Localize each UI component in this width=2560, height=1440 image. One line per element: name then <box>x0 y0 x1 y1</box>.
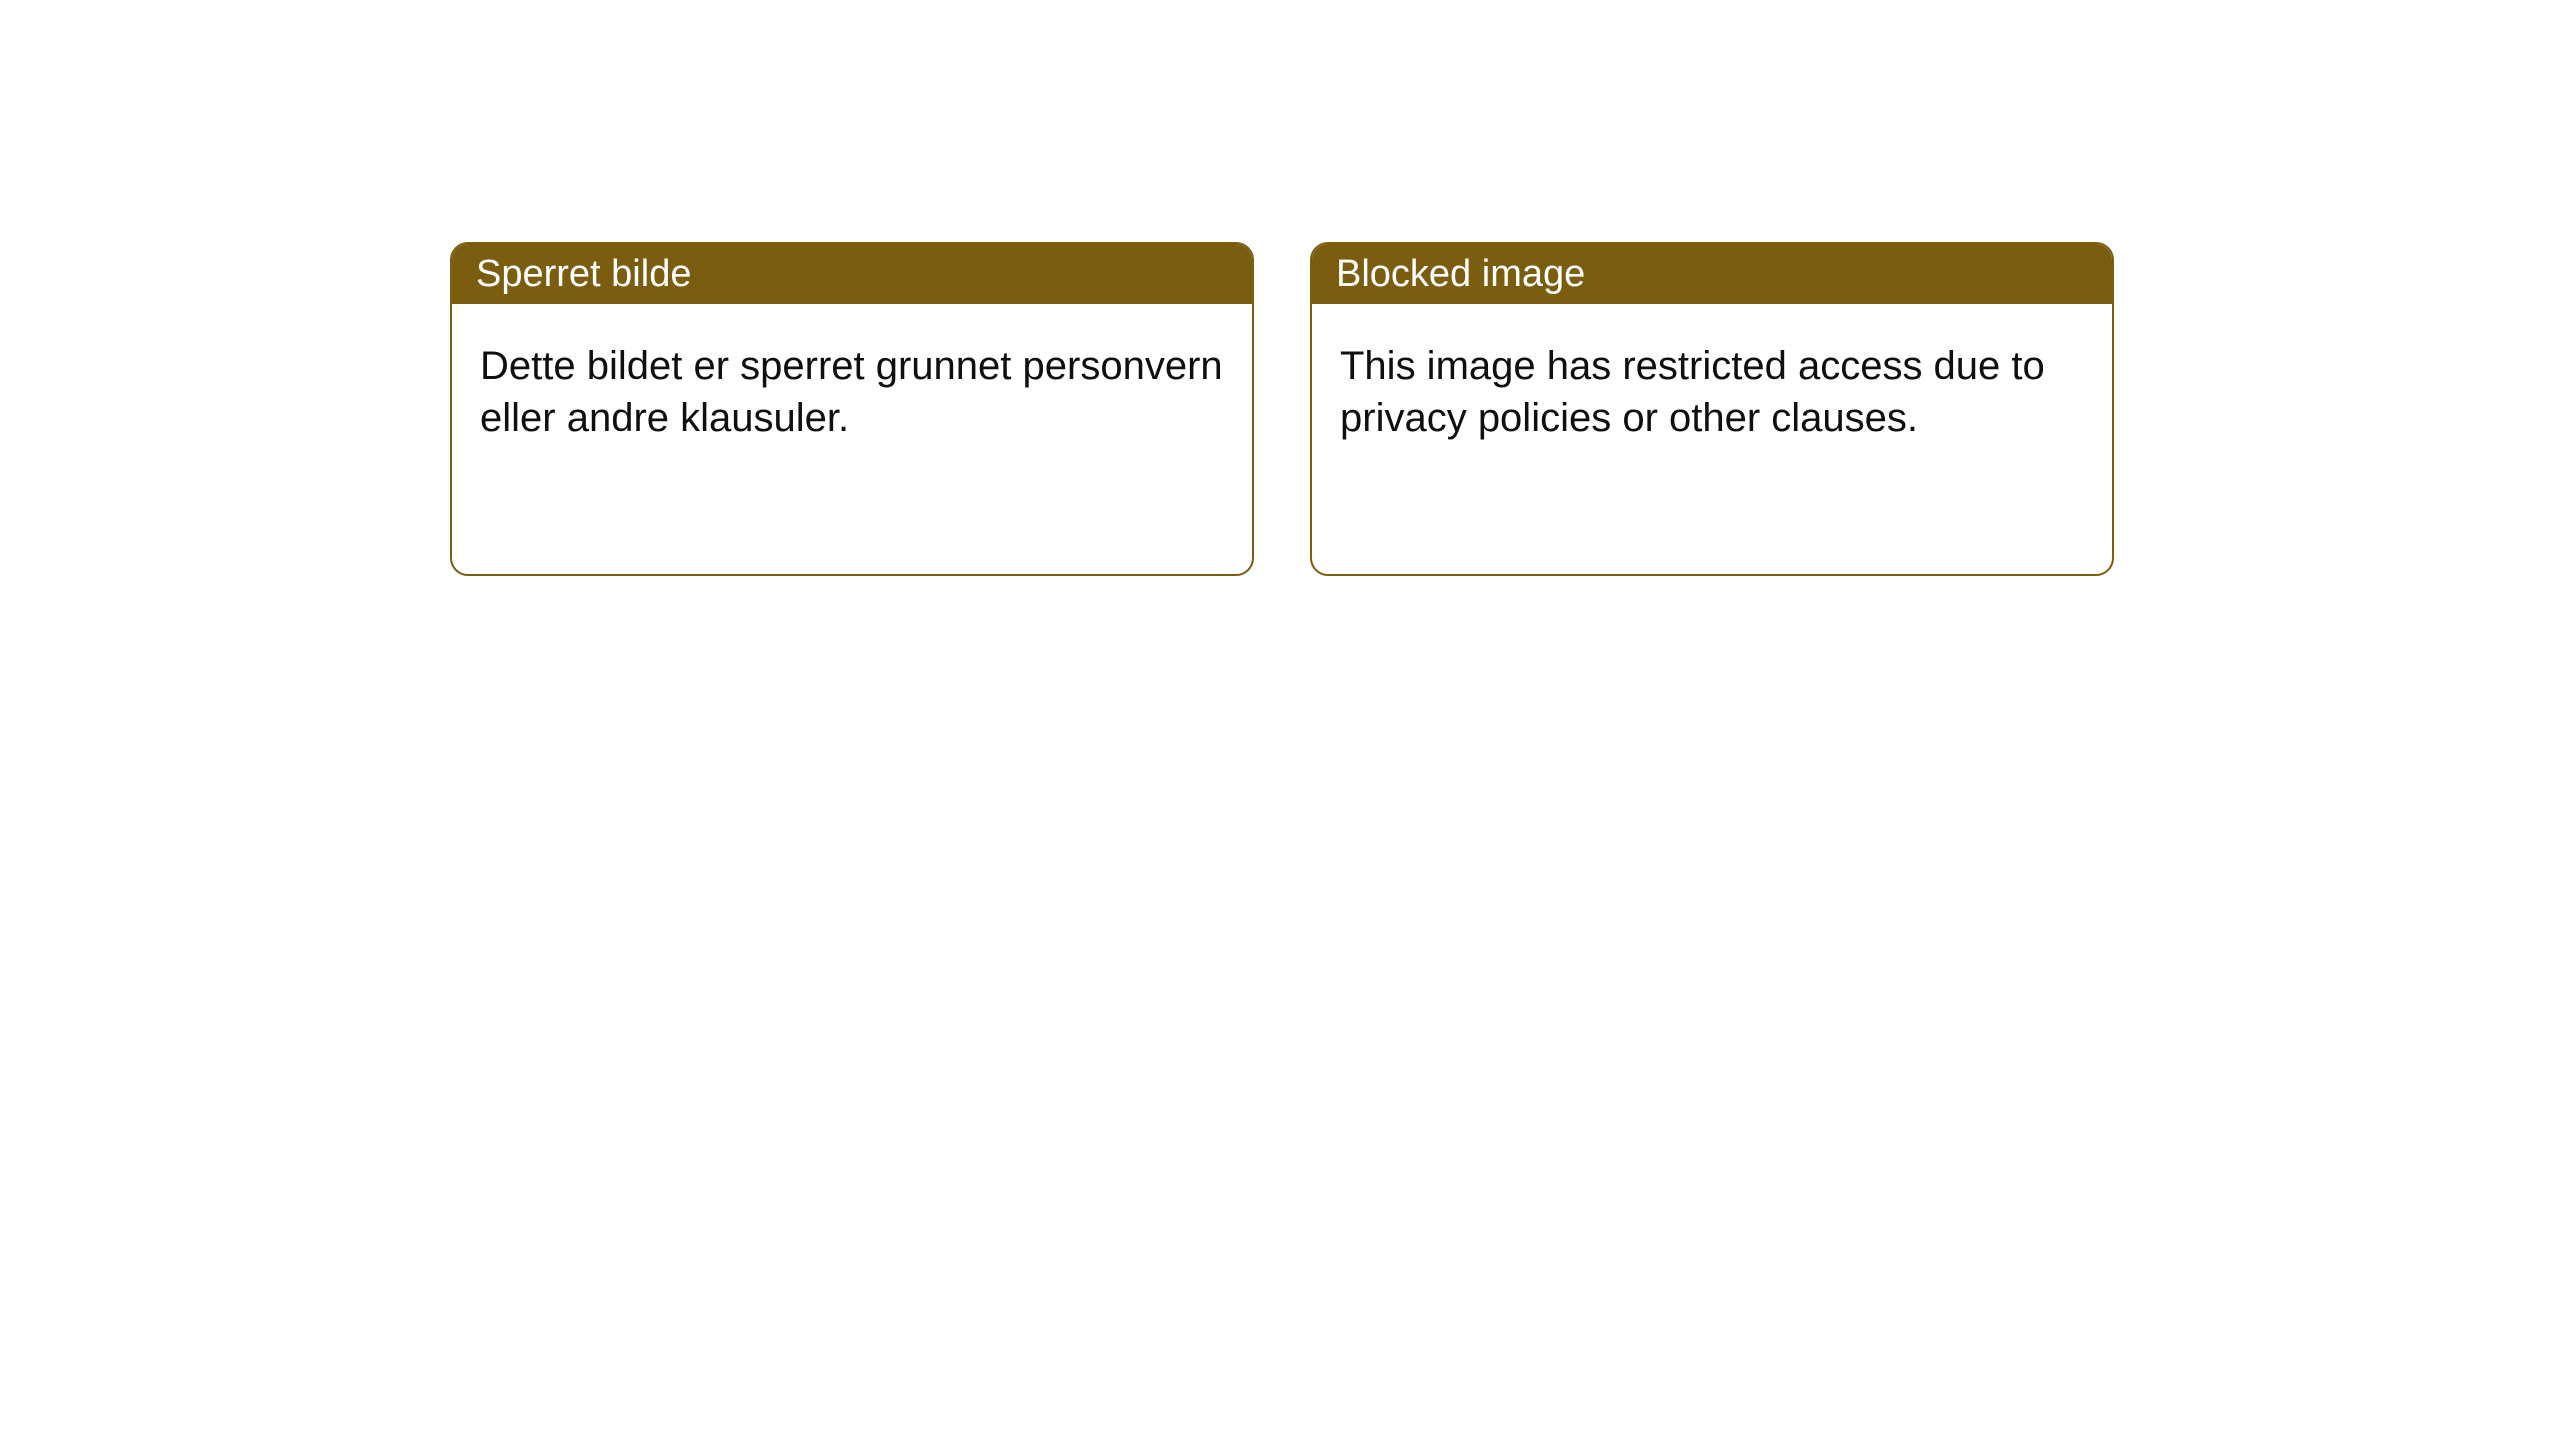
notice-box-english: Blocked image This image has restricted … <box>1310 242 2114 576</box>
notice-body-text: This image has restricted access due to … <box>1340 344 2045 440</box>
notice-body-text: Dette bildet er sperret grunnet personve… <box>480 344 1223 440</box>
notice-body-english: This image has restricted access due to … <box>1312 304 2112 480</box>
notice-box-norwegian: Sperret bilde Dette bildet er sperret gr… <box>450 242 1254 576</box>
notice-body-norwegian: Dette bildet er sperret grunnet personve… <box>452 304 1252 480</box>
notice-header-text: Sperret bilde <box>476 253 691 296</box>
notice-header-norwegian: Sperret bilde <box>452 244 1252 304</box>
notice-container: Sperret bilde Dette bildet er sperret gr… <box>0 0 2560 576</box>
notice-header-text: Blocked image <box>1336 253 1585 296</box>
notice-header-english: Blocked image <box>1312 244 2112 304</box>
